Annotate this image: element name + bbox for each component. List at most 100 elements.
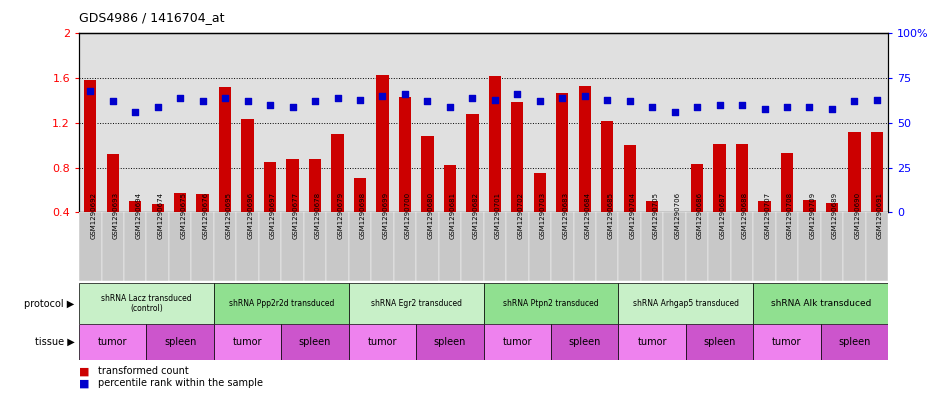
Bar — [101, 212, 124, 281]
Bar — [349, 212, 371, 281]
Bar — [174, 193, 186, 212]
Text: GSM1290681: GSM1290681 — [450, 192, 456, 239]
Text: GSM1290688: GSM1290688 — [742, 192, 748, 239]
Text: spleen: spleen — [838, 337, 870, 347]
Text: GSM1290709: GSM1290709 — [809, 192, 816, 239]
Bar — [349, 283, 484, 324]
Bar — [393, 212, 417, 281]
Text: GSM1290703: GSM1290703 — [539, 192, 546, 239]
Text: GSM1290705: GSM1290705 — [652, 192, 658, 239]
Text: GSM1290693: GSM1290693 — [113, 192, 119, 239]
Text: tissue ▶: tissue ▶ — [34, 337, 74, 347]
Text: ■: ■ — [79, 378, 89, 388]
Bar — [753, 283, 888, 324]
Bar — [618, 212, 641, 281]
Bar — [641, 212, 663, 281]
Bar — [349, 324, 417, 360]
Point — [555, 95, 570, 101]
Point — [757, 105, 772, 112]
Bar — [242, 119, 254, 212]
Bar — [731, 212, 753, 281]
Bar — [753, 324, 820, 360]
Text: GSM1290686: GSM1290686 — [698, 192, 703, 239]
Bar — [484, 212, 506, 281]
Point — [735, 102, 750, 108]
Text: GSM1290689: GSM1290689 — [832, 192, 838, 239]
Bar — [804, 200, 816, 212]
Text: GSM1290676: GSM1290676 — [203, 192, 208, 239]
Text: GSM1290696: GSM1290696 — [247, 192, 254, 239]
Text: shRNA Ppp2r2d transduced: shRNA Ppp2r2d transduced — [229, 299, 334, 308]
Bar — [79, 324, 147, 360]
Text: GSM1290683: GSM1290683 — [563, 192, 568, 239]
Text: tumor: tumor — [98, 337, 127, 347]
Point — [802, 104, 817, 110]
Bar — [528, 212, 551, 281]
Text: GSM1290697: GSM1290697 — [270, 192, 276, 239]
Bar — [623, 145, 636, 212]
Bar — [820, 324, 888, 360]
Bar — [417, 212, 439, 281]
Bar — [820, 212, 844, 281]
Bar — [669, 212, 681, 255]
Bar — [753, 212, 776, 281]
Text: GSM1290692: GSM1290692 — [90, 192, 97, 239]
Bar — [574, 212, 596, 281]
Bar — [377, 75, 389, 212]
Bar — [709, 212, 731, 281]
Point — [690, 104, 705, 110]
Bar — [264, 162, 276, 212]
Text: GSM1290698: GSM1290698 — [360, 192, 366, 239]
Bar — [259, 212, 281, 281]
Bar — [551, 324, 618, 360]
Point — [105, 98, 120, 105]
Point — [375, 93, 390, 99]
Point — [420, 98, 435, 105]
Bar — [236, 212, 259, 281]
Point — [510, 91, 525, 97]
Bar — [416, 324, 484, 360]
Bar — [326, 212, 349, 281]
Bar — [736, 144, 749, 212]
Point — [352, 96, 367, 103]
Bar — [663, 212, 685, 281]
Point — [330, 95, 345, 101]
Bar — [618, 324, 685, 360]
Text: GSM1290701: GSM1290701 — [495, 192, 501, 239]
Bar — [798, 212, 820, 281]
Text: GSM1290678: GSM1290678 — [315, 192, 321, 239]
Point — [847, 98, 862, 105]
Bar — [192, 212, 214, 281]
Point — [443, 104, 458, 110]
Bar — [618, 283, 753, 324]
Bar — [596, 212, 618, 281]
Point — [127, 109, 142, 115]
Text: GSM1290674: GSM1290674 — [158, 192, 164, 239]
Point — [308, 98, 323, 105]
Text: GDS4986 / 1416704_at: GDS4986 / 1416704_at — [79, 11, 224, 24]
Point — [532, 98, 547, 105]
Bar — [214, 324, 281, 360]
Bar — [444, 165, 456, 212]
Bar — [713, 144, 725, 212]
Bar — [578, 86, 591, 212]
Bar — [461, 212, 484, 281]
Text: spleen: spleen — [703, 337, 736, 347]
Text: GSM1290675: GSM1290675 — [180, 192, 186, 239]
Bar — [79, 212, 101, 281]
Point — [644, 104, 659, 110]
Text: GSM1290685: GSM1290685 — [607, 192, 613, 239]
Bar — [466, 114, 479, 212]
Bar — [129, 201, 141, 212]
Bar — [169, 212, 192, 281]
Bar — [79, 283, 214, 324]
Text: shRNA Arhgap5 transduced: shRNA Arhgap5 transduced — [633, 299, 738, 308]
Bar — [219, 87, 232, 212]
Text: shRNA Ptpn2 transduced: shRNA Ptpn2 transduced — [503, 299, 599, 308]
Text: GSM1290682: GSM1290682 — [472, 192, 478, 239]
Bar — [646, 201, 658, 212]
Text: GSM1290694: GSM1290694 — [135, 192, 141, 239]
Bar — [124, 212, 147, 281]
Bar — [506, 212, 528, 281]
Bar — [399, 97, 411, 212]
